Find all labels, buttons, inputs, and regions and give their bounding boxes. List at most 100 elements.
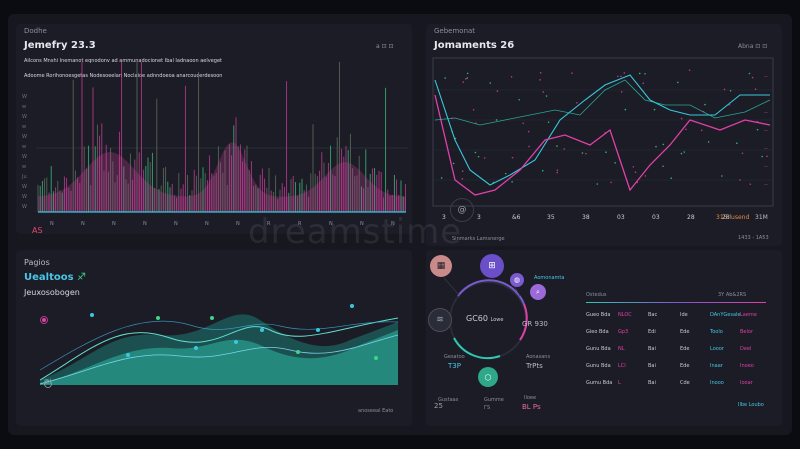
scatter-point <box>642 82 645 85</box>
table-cell-f: Laeme <box>740 312 757 318</box>
scatter-point <box>748 72 751 75</box>
x-tick-label: 03 <box>617 214 625 221</box>
scatter-point <box>492 181 495 184</box>
y-tick-label: w <box>22 144 26 150</box>
y-tick-label: W <box>22 114 27 120</box>
scatter-point <box>721 175 723 177</box>
scatter-point <box>556 145 558 147</box>
right-tick: -- <box>764 146 768 152</box>
scatter-point <box>680 152 683 155</box>
scatter-point <box>624 108 627 111</box>
wave-point-ring <box>40 316 48 324</box>
x-tick-label: 38 <box>582 214 590 221</box>
table-row[interactable]: Gieo Bda Gp3 Edi Ede Toolo Belor <box>586 329 766 339</box>
scatter-point <box>444 77 446 79</box>
cube-icon[interactable]: ⬡ <box>478 367 498 387</box>
scatter-point <box>655 145 657 148</box>
chart-legend-line: Adoome Rorihonoesgetas Nodesoeelan Nocla… <box>24 73 223 79</box>
scatter-point <box>751 76 754 79</box>
bottom-label-1: Gustaas <box>438 397 459 403</box>
chart-subtitle: Ailcons Mnshi Inemanot eqnodonv ad ammun… <box>24 58 223 64</box>
table-cell-d: Ede <box>680 363 690 369</box>
scatter-point <box>522 122 525 125</box>
right-tick: -- <box>764 74 768 80</box>
wave-line-1 <box>39 317 399 381</box>
scatter-point <box>451 130 453 133</box>
x-tick-label: N <box>143 221 147 227</box>
scatter-point <box>604 132 606 134</box>
scatter-point <box>489 82 492 84</box>
chart-title-right: Jomaments 26 <box>434 40 515 51</box>
table-row[interactable]: Gunu Bda NL Bai Ede Looor Deel <box>586 346 766 356</box>
table-row[interactable]: Gunu Bda LCI Bai Ede Inaar Inoeo <box>586 363 766 373</box>
left-label: Gesatoo <box>444 354 465 360</box>
scatter-point <box>653 108 656 111</box>
scatter-point <box>636 181 639 184</box>
scatter-point <box>644 175 647 177</box>
table-cell-f: Deel <box>740 346 752 352</box>
scatter-point <box>634 171 637 174</box>
table-header-left: Ostedus <box>586 292 607 298</box>
bottom-label-2: Gumme <box>484 397 504 403</box>
x-tick-label: 3 <box>442 214 446 221</box>
table-cell-b: LCI <box>618 363 626 369</box>
scatter-point <box>756 120 759 123</box>
spiral-icon[interactable]: @ <box>450 198 474 222</box>
search-icon[interactable]: ⌕ <box>530 284 546 300</box>
ring-arc-magenta <box>519 303 528 341</box>
scatter-point <box>704 103 706 106</box>
wave-point <box>90 313 94 317</box>
right-tick: -- <box>764 128 768 134</box>
scatter-point <box>728 103 731 106</box>
wave-point-ring <box>44 380 52 388</box>
wave-point <box>260 328 264 332</box>
scatter-point <box>511 181 513 183</box>
table-cell-e: Toolo <box>710 329 723 335</box>
table-cell-d: Cde <box>680 380 690 386</box>
scatter-point <box>539 79 541 81</box>
x-tick-label: 28 <box>687 214 695 221</box>
table-footer: Ilbe Loubo <box>738 402 764 408</box>
x-tick-label: N <box>391 221 395 227</box>
scatter-point <box>465 78 467 80</box>
wave-point <box>210 316 214 320</box>
x-tick-label: 35 <box>547 214 555 221</box>
scatter-point <box>556 171 558 174</box>
ring-arc-purple <box>457 279 525 305</box>
scatter-point <box>477 155 480 158</box>
scatter-point <box>571 72 573 74</box>
chart-title: Jemefry 23.3 <box>24 40 96 51</box>
scatter-point <box>527 130 530 133</box>
x-tick-label: R <box>298 221 302 227</box>
chart-controls-right[interactable]: Abna ⊡ ⊡ <box>738 43 768 50</box>
table-row[interactable]: Gueo Bda NLOC Bac Ide DAnYGesale Laeme <box>586 312 766 322</box>
chat-icon[interactable]: ◍ <box>510 273 524 287</box>
table-row[interactable]: Gumu Bda L Bai Cde Inooo Iooar <box>586 380 766 390</box>
footer-right: 1433 - 1A53 <box>738 235 769 241</box>
corner-label: AS <box>32 226 43 235</box>
x-axis-ticks: 3 3 &6 35 38 03 03 28 28 <box>442 214 730 221</box>
scatter-point <box>662 165 664 168</box>
calendar-icon[interactable]: ▦ <box>430 255 452 277</box>
table-cell-c: Edi <box>648 329 656 335</box>
wave-point <box>350 304 354 308</box>
table-cell-d: Ede <box>680 346 690 352</box>
y-tick-label: w <box>22 104 26 110</box>
scatter-point <box>756 128 759 131</box>
x-tick-label: N <box>174 221 178 227</box>
scatter-point <box>749 183 752 185</box>
section-label-right: Gebemonat <box>434 27 476 35</box>
scatter-point <box>541 169 544 172</box>
layers-icon[interactable]: ≋ <box>428 308 452 332</box>
scatter-point <box>466 72 469 75</box>
bottom-value-3: BL Ps <box>522 403 541 411</box>
table-cell-b: NLOC <box>618 312 632 318</box>
box-icon[interactable]: ⊞ <box>480 254 504 278</box>
chart-controls[interactable]: a ⊡ ⊡ <box>376 43 394 50</box>
scatter-point <box>483 157 486 159</box>
y-tick-label: w <box>22 124 26 130</box>
wave-point <box>316 328 320 332</box>
x-tick-label: 03 <box>652 214 660 221</box>
scatter-point <box>623 72 626 74</box>
